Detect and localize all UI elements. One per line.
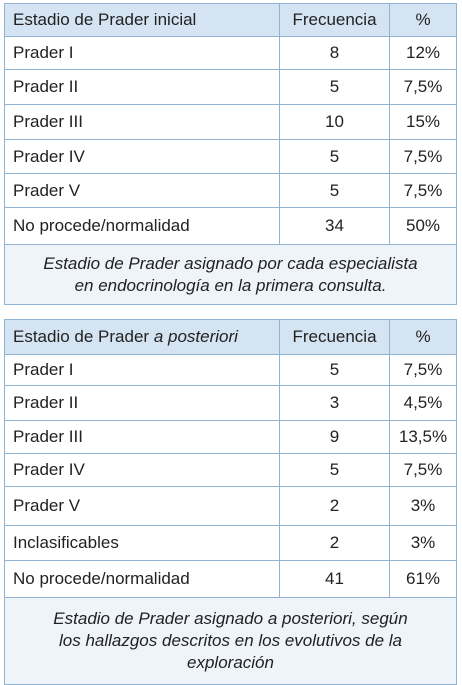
cell: 13,5%	[389, 420, 457, 454]
caption-line: exploración	[187, 653, 274, 672]
row: Prader V 5 7,5%	[4, 173, 457, 208]
cell: 7,5%	[389, 453, 457, 487]
cell: Inclasificables	[4, 525, 280, 561]
cell: 9	[279, 420, 390, 454]
row: Prader IV 5 7,5%	[4, 139, 457, 174]
caption-row: Estadio de Prader asignado por cada espe…	[4, 244, 457, 305]
header-text: Estadio de Prader	[13, 327, 150, 346]
cell: 15%	[389, 104, 457, 140]
table: Estadio de Prader inicial Frecuencia% Prad…	[4, 3, 457, 305]
cell: Prader IV	[4, 453, 280, 487]
cell: 5	[279, 139, 390, 174]
header-cell: %	[389, 3, 457, 37]
caption-row: Estadio de Prader asignado a posteriori,…	[4, 597, 457, 685]
row: Prader I 5 7,5%	[4, 354, 457, 386]
row: Inclasificables 2 3%	[4, 525, 457, 561]
cell: No procede/normalidad	[4, 560, 280, 598]
cell: Prader V	[4, 173, 280, 208]
header-cell: Estadio de Prader inicial	[4, 3, 280, 37]
cell: Prader III	[4, 104, 280, 140]
cell: 3%	[389, 525, 457, 561]
cell: Prader II	[4, 69, 280, 105]
cell: 2	[279, 525, 390, 561]
header-cell: %	[389, 319, 457, 355]
row: Prader IV 5 7,5%	[4, 453, 457, 487]
header-row: Estadio de Prader inicial Frecuencia%	[4, 3, 457, 37]
row: Prader III 10 15%	[4, 104, 457, 140]
cell: 3	[279, 385, 390, 421]
cell: 4,5%	[389, 385, 457, 421]
caption-line: Estadio de Prader asignado a posteriori,…	[53, 609, 408, 628]
row: Prader V 2 3%	[4, 486, 457, 526]
cell: 2	[279, 486, 390, 526]
row: Prader II 3 4,5%	[4, 385, 457, 421]
caption: Estadio de Prader asignado a posteriori,…	[4, 597, 457, 685]
header-emphasis: a posteriori	[153, 327, 238, 346]
cell: No procede/normalidad	[4, 207, 280, 245]
cell: 41	[279, 560, 390, 598]
cell: Prader II	[4, 385, 280, 421]
row: Prader I 8 12%	[4, 36, 457, 70]
cell: 10	[279, 104, 390, 140]
cell: 5	[279, 69, 390, 105]
cell: Prader I	[4, 36, 280, 70]
cell: 5	[279, 453, 390, 487]
caption-line: Estadio de Prader asignado por cada espe…	[43, 253, 418, 273]
cell: 7,5%	[389, 173, 457, 208]
cell: 61%	[389, 560, 457, 598]
header-cell: Frecuencia	[279, 319, 390, 355]
row: No procede/normalidad 34 50%	[4, 207, 457, 245]
cell: 8	[279, 36, 390, 70]
row: Prader II 5 7,5%	[4, 69, 457, 105]
caption-line: en endocrinología en la primera consulta…	[74, 275, 387, 295]
cell: 3%	[389, 486, 457, 526]
cell: 7,5%	[389, 139, 457, 174]
cell: 7,5%	[389, 69, 457, 105]
cell: Prader IV	[4, 139, 280, 174]
caption-line: los hallazgos descritos en los evolutivo…	[58, 631, 403, 650]
cell: Prader V	[4, 486, 280, 526]
cell: Prader III	[4, 420, 280, 454]
cell: 5	[279, 354, 390, 386]
cell: 5	[279, 173, 390, 208]
cell: 50%	[389, 207, 457, 245]
header-row: Estadio de Prader a posteriori Frecuencia%	[4, 319, 457, 355]
header-cell: Estadio de Prader a posteriori	[4, 319, 280, 355]
row: No procede/normalidad 41 61%	[4, 560, 457, 598]
cell: 12%	[389, 36, 457, 70]
row: Prader III 9 13,5%	[4, 420, 457, 454]
header-cell: Frecuencia	[279, 3, 390, 37]
cell: 34	[279, 207, 390, 245]
caption: Estadio de Prader asignado por cada espe…	[4, 244, 457, 305]
cell: 7,5%	[389, 354, 457, 386]
table: Estadio de Prader a posteriori Frecuencia%…	[4, 319, 457, 685]
cell: Prader I	[4, 354, 280, 386]
